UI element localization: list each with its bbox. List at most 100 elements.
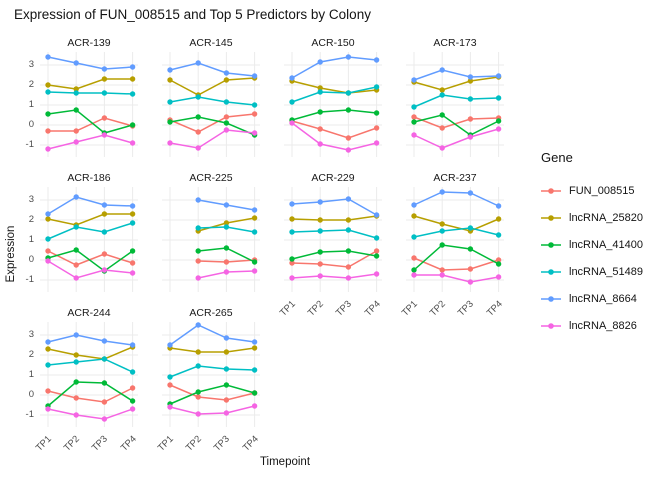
data-point	[373, 110, 380, 116]
facet-panel	[284, 52, 382, 157]
data-point	[345, 107, 352, 113]
facet-panel	[162, 187, 260, 292]
data-point	[45, 89, 51, 95]
data-point	[223, 335, 230, 341]
legend-label: lncRNA_41400	[569, 238, 643, 251]
data-point	[167, 140, 173, 146]
data-point	[317, 89, 323, 95]
data-point	[73, 224, 79, 230]
data-point	[101, 380, 108, 386]
data-point	[223, 99, 230, 105]
series-line-lncRNA_8664	[413, 191, 499, 207]
series-line-lncRNA_8664	[169, 62, 255, 77]
data-point	[439, 67, 445, 73]
facet-title: ACR-229	[311, 172, 355, 184]
series-line-lncRNA_8664	[47, 196, 133, 215]
data-point	[411, 132, 417, 138]
data-point	[129, 260, 136, 266]
legend-entry-lncRNA_51489: lncRNA_51489	[541, 258, 643, 285]
data-point	[439, 92, 445, 98]
data-point	[223, 269, 230, 275]
data-point	[373, 125, 380, 131]
data-point	[73, 352, 79, 358]
data-point	[439, 221, 445, 227]
series-line-lncRNA_8826	[47, 260, 133, 279]
x-tick-label: TP4	[362, 298, 383, 319]
data-point	[223, 127, 230, 133]
data-point	[495, 274, 502, 280]
legend-label: FUN_008515	[569, 184, 635, 197]
data-point	[317, 261, 323, 267]
x-tick-labels: TP1 TP2 TP3 TP4	[34, 427, 139, 457]
series-line-FUN_008515	[413, 116, 499, 129]
data-point	[73, 395, 79, 401]
data-point	[45, 82, 51, 88]
series-line-lncRNA_41400	[47, 109, 133, 134]
legend-label: lncRNA_25820	[569, 211, 643, 224]
x-tick-label: TP1	[277, 298, 298, 319]
series-line-lncRNA_25820	[291, 80, 377, 94]
facet-panel	[162, 322, 260, 427]
data-point	[195, 94, 201, 100]
data-point	[345, 54, 352, 60]
data-point	[373, 271, 380, 277]
y-tick-label: 3	[28, 59, 34, 70]
series-line-lncRNA_51489	[47, 91, 133, 95]
data-point	[129, 220, 136, 226]
data-point	[45, 362, 51, 368]
data-point	[289, 216, 295, 222]
data-point	[73, 194, 79, 200]
series-line-lncRNA_8826	[47, 134, 133, 150]
legend-key-icon	[541, 187, 561, 194]
data-point	[251, 403, 258, 409]
data-point	[439, 272, 445, 278]
x-tick-labels: TP1 TP2 TP3 TP4	[156, 427, 261, 457]
facet-title: ACR-186	[67, 172, 111, 184]
data-point	[317, 217, 323, 223]
data-point	[45, 146, 51, 152]
data-point	[195, 145, 201, 151]
data-point	[73, 107, 79, 113]
data-point	[129, 270, 136, 276]
data-point	[101, 416, 108, 422]
data-point	[101, 356, 108, 362]
data-point	[251, 215, 258, 221]
series-line-lncRNA_8664	[413, 69, 499, 81]
y-tick-label: 0	[28, 254, 34, 265]
facet-title: ACR-244	[67, 307, 111, 319]
facet-title: ACR-225	[189, 172, 233, 184]
data-point	[467, 279, 474, 285]
data-point	[129, 122, 136, 128]
legend-label: lncRNA_51489	[569, 265, 643, 278]
series-line-lncRNA_8664	[47, 334, 133, 346]
data-point	[223, 224, 230, 230]
series-line-lncRNA_41400	[47, 249, 134, 272]
data-point	[129, 76, 136, 82]
y-tick-label: 3	[28, 329, 34, 340]
data-point	[45, 216, 51, 222]
data-point	[45, 211, 51, 217]
data-point	[495, 216, 502, 222]
facet-panel	[162, 52, 260, 157]
legend-title: Gene	[541, 150, 573, 165]
data-point	[251, 229, 258, 235]
data-point	[373, 57, 380, 63]
facet-title: ACR-237	[433, 172, 477, 184]
series-line-lncRNA_8826	[291, 273, 377, 279]
data-point	[195, 129, 201, 135]
x-tick-label: TP1	[33, 433, 54, 454]
data-point	[411, 119, 417, 125]
series-line-lncRNA_41400	[291, 109, 377, 121]
data-point	[467, 225, 474, 231]
data-point	[467, 246, 474, 252]
facet-ACR-145: ACR-145	[162, 36, 260, 157]
series-line-lncRNA_51489	[413, 94, 499, 108]
data-point	[467, 266, 474, 272]
data-point	[101, 251, 108, 257]
facet-panel	[40, 52, 138, 157]
data-point	[317, 59, 323, 65]
data-point	[73, 359, 79, 365]
y-tick-label: 1	[28, 99, 34, 110]
data-point	[129, 91, 136, 97]
